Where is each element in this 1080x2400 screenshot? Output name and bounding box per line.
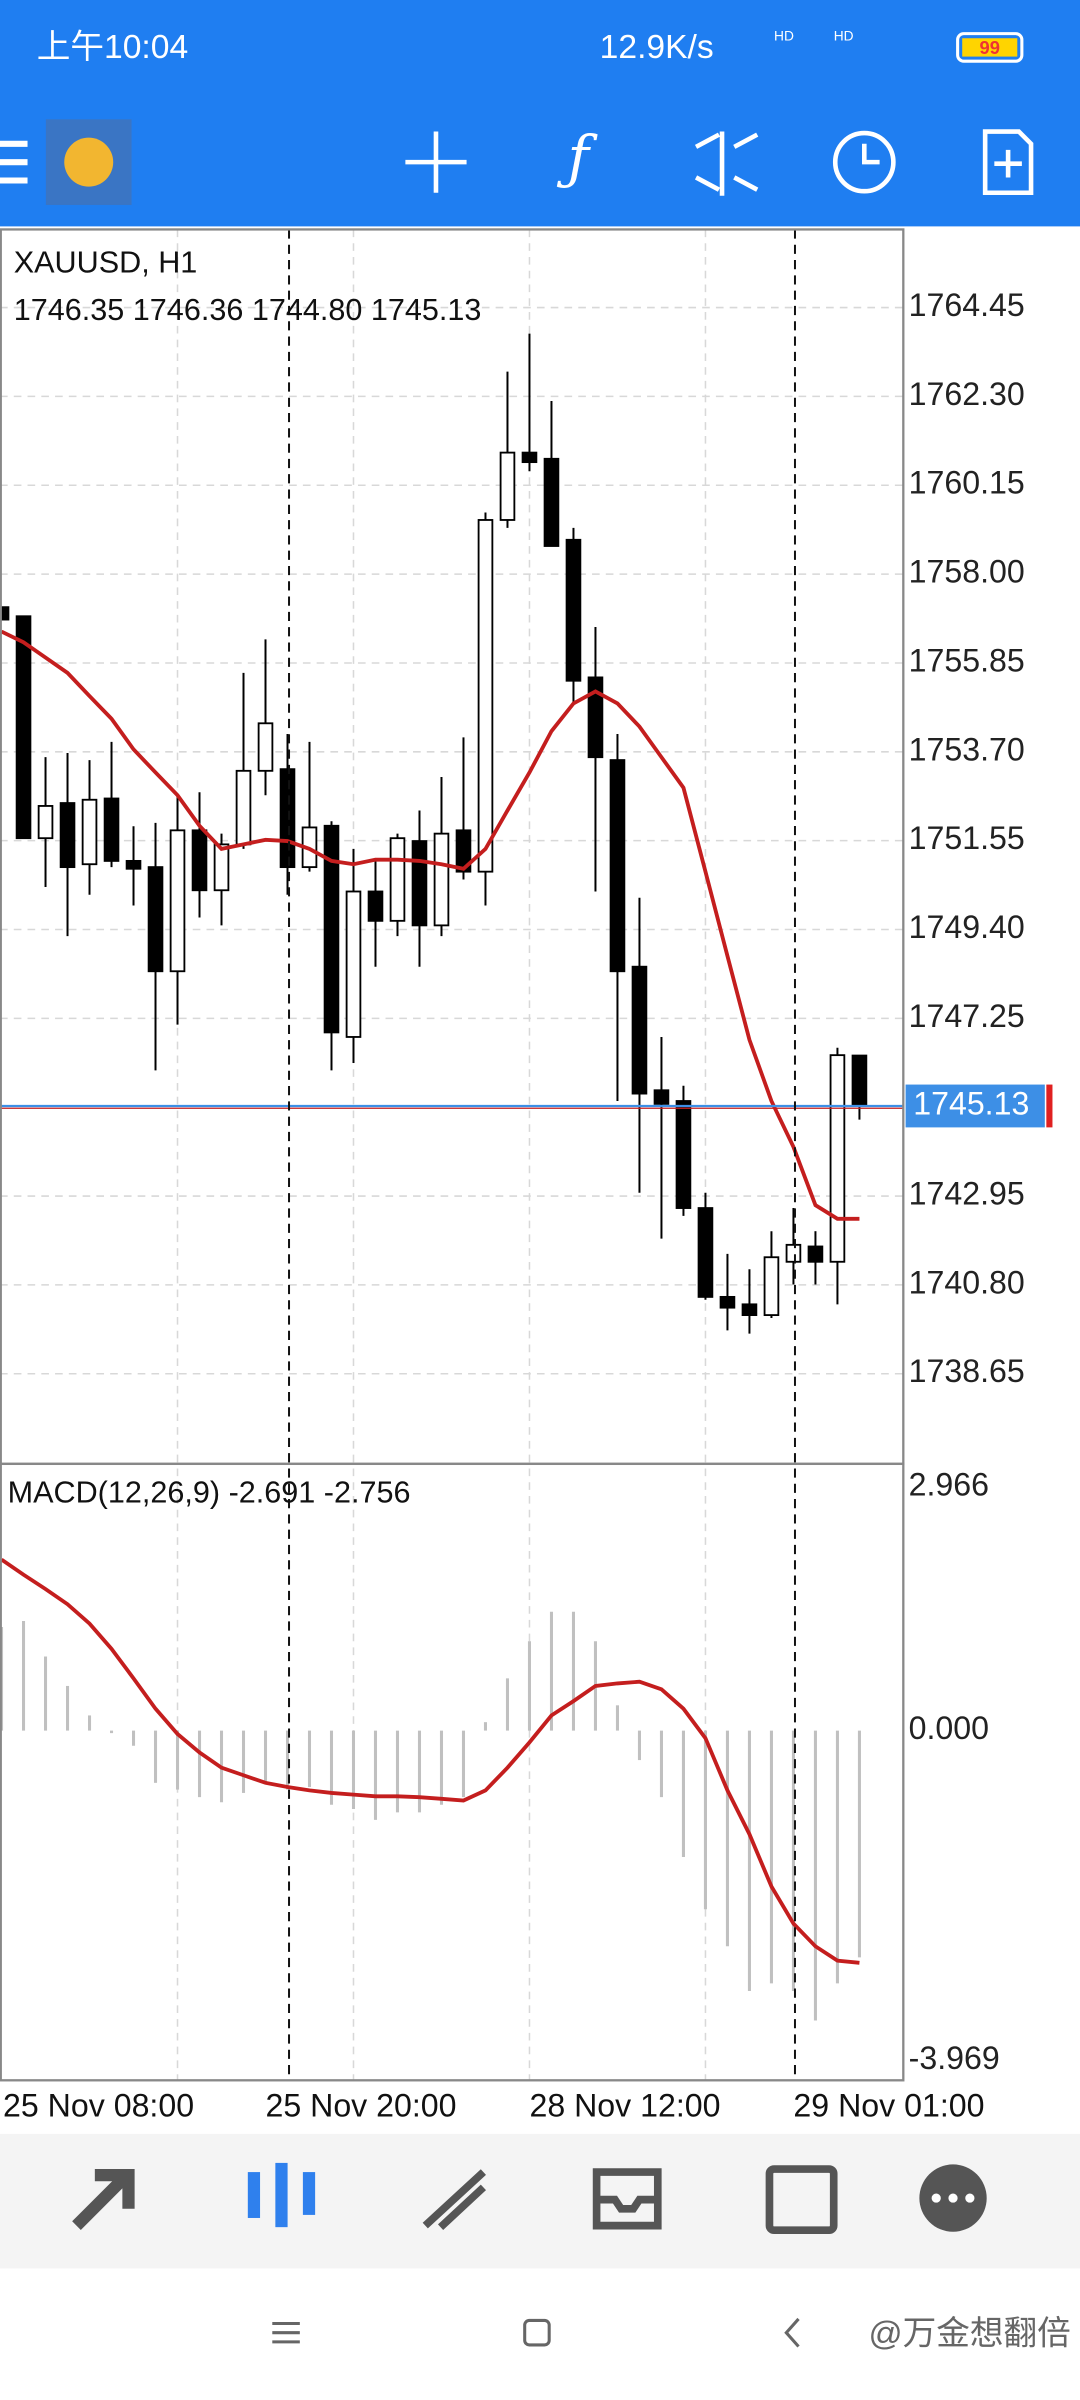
candle-body — [587, 676, 604, 759]
candle-body — [389, 837, 406, 922]
y-tick-label: 1751.55 — [909, 820, 1025, 856]
status-network: HD — [774, 28, 794, 43]
candle-body — [785, 1243, 802, 1263]
nav-trade[interactable] — [422, 2169, 487, 2230]
crosshair-icon[interactable] — [405, 131, 467, 193]
battery-text: 99 — [980, 37, 1000, 58]
candle-body — [499, 451, 516, 521]
candle-body — [191, 829, 208, 892]
moving-average — [0, 629, 860, 1221]
x-tick-label: 28 Nov 12:00 — [529, 2087, 720, 2123]
period-icon[interactable] — [832, 130, 896, 194]
candle-body — [213, 843, 230, 892]
candle-body — [697, 1207, 714, 1298]
bottom-nav — [0, 2133, 1080, 2269]
candle-body — [37, 805, 54, 840]
candle-body — [741, 1303, 758, 1317]
candle-body — [477, 519, 494, 873]
chart-title: MACD(12,26,9) -2.691 -2.756 — [8, 1476, 411, 1510]
watermark: @万金想翻倍 — [868, 2315, 1070, 2353]
nav-news[interactable] — [765, 2165, 838, 2235]
candle-body — [147, 866, 164, 973]
y-tick-label: 1760.15 — [909, 465, 1025, 501]
nav-back[interactable] — [784, 2317, 800, 2348]
nav-chart[interactable] — [247, 2162, 316, 2228]
candle-body — [81, 798, 98, 866]
status-network: HD — [834, 28, 854, 43]
chart-subtitle: 1746.35 1746.36 1744.80 1745.13 — [14, 293, 482, 327]
battery-level — [962, 38, 1018, 57]
y-tick-label: 0.000 — [909, 1710, 989, 1746]
header-bar — [0, 0, 1080, 227]
x-tick-label: 29 Nov 01:00 — [793, 2087, 984, 2123]
candle-body — [125, 859, 142, 870]
candle-body — [565, 538, 582, 682]
candle-body — [455, 829, 472, 873]
last-price-label: 1745.13 — [913, 1085, 1029, 1121]
trade-icon[interactable] — [694, 131, 759, 196]
menu-icon[interactable] — [0, 140, 28, 184]
y-tick-label: 1738.65 — [909, 1353, 1025, 1389]
y-tick-label: 1740.80 — [909, 1264, 1025, 1300]
candle-body — [367, 890, 384, 922]
y-tick-label: 1755.85 — [909, 642, 1025, 678]
panel-border — [0, 1462, 905, 2082]
system-nav — [272, 2317, 800, 2348]
candle-body — [323, 824, 340, 1034]
candle-body — [521, 451, 538, 464]
x-tick-label: 25 Nov 08:00 — [3, 2087, 194, 2123]
y-tick-label: 1764.45 — [909, 287, 1025, 323]
candle-body — [675, 1100, 692, 1209]
status-speed: 12.9K/s — [600, 29, 714, 66]
candle-body — [763, 1256, 780, 1317]
candle-body — [279, 768, 296, 869]
nav-quotes[interactable] — [72, 2169, 135, 2230]
y-tick-label: 1747.25 — [909, 998, 1025, 1034]
candle-body — [631, 965, 648, 1095]
y-tick-label: 1753.70 — [909, 731, 1025, 767]
nav-home[interactable] — [523, 2318, 551, 2347]
candle-body — [411, 840, 428, 927]
last-price-tag — [905, 1084, 1045, 1128]
y-tick-label: 1742.95 — [909, 1176, 1025, 1212]
y-tick-label: -3.969 — [909, 2040, 1000, 2076]
candle-body — [543, 457, 560, 547]
y-tick-label: 1749.40 — [909, 909, 1025, 945]
nav-menu[interactable] — [272, 2321, 300, 2344]
y-tick-label: 1758.00 — [909, 554, 1025, 590]
candle-body — [345, 890, 362, 1038]
app-logo-mark — [64, 137, 114, 187]
new-order-icon[interactable] — [982, 129, 1034, 196]
candle-body — [59, 802, 76, 869]
chart-title: XAUUSD, H1 — [14, 246, 198, 280]
candle-body — [235, 769, 252, 846]
nav-history[interactable] — [592, 2168, 662, 2230]
candle-body — [103, 797, 120, 862]
last-price-tag-edge — [1046, 1084, 1053, 1128]
candle-body — [851, 1054, 868, 1107]
battery — [956, 32, 1024, 63]
candle-body — [433, 832, 450, 927]
signal-line — [0, 1557, 860, 1965]
candle-body — [169, 829, 186, 973]
y-tick-label: 2.966 — [909, 1466, 989, 1502]
candle-body — [15, 615, 32, 840]
candle-body — [609, 759, 626, 973]
y-tick-label: 1762.30 — [909, 376, 1025, 412]
candle-body — [829, 1054, 846, 1263]
status-time: 上午10:04 — [37, 28, 188, 66]
plot-area: 1764.45 1762.30 1760.15 1758.00 1755.85 1753.… — [0, 228, 1053, 2123]
candle-body — [719, 1295, 736, 1309]
candle-body — [257, 722, 274, 772]
candle-body — [653, 1089, 670, 1105]
x-tick-label: 25 Nov 20:00 — [266, 2087, 457, 2123]
candle-body — [807, 1245, 824, 1263]
